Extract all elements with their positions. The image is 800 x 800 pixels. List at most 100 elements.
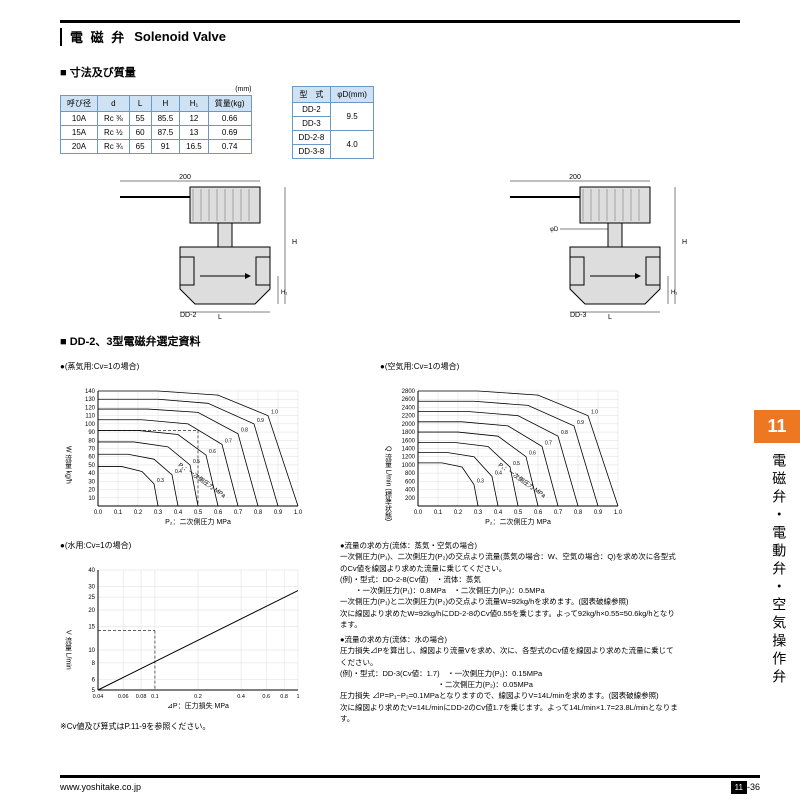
svg-text:L: L [608,314,612,319]
side-tab: 11 電磁弁・電動弁・空気操作弁 [754,410,800,697]
svg-text:2200: 2200 [402,414,416,420]
svg-text:0.6: 0.6 [534,510,543,516]
svg-text:2600: 2600 [402,397,416,403]
svg-text:600: 600 [405,479,416,485]
svg-text:140: 140 [85,389,96,395]
svg-text:70: 70 [88,447,95,453]
svg-text:H₁: H₁ [281,290,287,296]
svg-text:W 流量 kg/h: W 流量 kg/h [65,446,73,484]
svg-text:0.1: 0.1 [151,694,159,700]
svg-text:0.0: 0.0 [414,510,423,516]
svg-text:6: 6 [92,677,96,683]
svg-text:Q 流量 L/min (標準状態): Q 流量 L/min (標準状態) [385,446,393,521]
svg-text:10: 10 [88,496,95,502]
svg-text:0.9: 0.9 [594,510,603,516]
svg-text:H: H [292,239,297,246]
svg-text:0.8: 0.8 [561,430,568,436]
svg-text:0.3: 0.3 [474,510,483,516]
svg-text:2400: 2400 [402,405,416,411]
page-prefix: 11 [731,781,747,794]
table-dimensions: 呼び径dLHH₁質量(kg) 10ARc ⅜5585.5120.6615ARc … [60,95,252,154]
svg-text:0.8: 0.8 [574,510,583,516]
svg-text:100: 100 [85,422,96,428]
svg-text:120: 120 [85,405,96,411]
chart-water: 5681015202530400.040.060.080.10.20.40.60… [60,555,320,715]
svg-text:90: 90 [88,430,95,436]
cv-note: ※Cv値及び算式はP.11-9を参照ください。 [60,721,320,732]
svg-text:0.6: 0.6 [209,449,216,455]
chartA-sub: ●(蒸気用:Cv=1の場合) [60,361,350,372]
svg-text:200: 200 [179,174,191,181]
svg-text:V 流量 L/min: V 流量 L/min [65,630,73,670]
drawing-dd3: 200HH₁LDD-3φD [450,169,740,319]
svg-text:0.5: 0.5 [193,459,200,465]
header-en: Solenoid Valve [134,29,226,44]
svg-text:0.4: 0.4 [174,510,183,516]
svg-text:25: 25 [88,595,95,601]
page-header: 電 磁 弁 Solenoid Valve [60,20,740,50]
svg-text:0.4: 0.4 [495,470,502,476]
svg-text:0.6: 0.6 [529,451,536,457]
svg-text:1.0: 1.0 [614,510,623,516]
svg-text:0.8: 0.8 [254,510,263,516]
svg-text:1200: 1200 [402,455,416,461]
svg-text:0.5: 0.5 [514,510,523,516]
svg-text:DD-2: DD-2 [180,312,196,319]
svg-text:80: 80 [88,438,95,444]
svg-text:0.5: 0.5 [194,510,203,516]
svg-text:0.6: 0.6 [214,510,223,516]
svg-text:P₁：一次側圧力 MPa: P₁：一次側圧力 MPa [497,461,548,500]
svg-text:0.2: 0.2 [454,510,463,516]
section-dimensions: ■ 寸法及び質量 [60,64,740,80]
chartB-sub: ●(空気用:Cv=1の場合) [380,361,670,372]
svg-text:400: 400 [405,488,416,494]
chart-air: 2004006008001000120014001600180020002200… [380,376,640,526]
side-section-num: 11 [754,410,800,443]
svg-text:40: 40 [88,568,95,574]
svg-text:1.0: 1.0 [271,410,278,416]
chart-steam: 1020304050607080901001101201301400.00.10… [60,376,320,526]
svg-text:0.0: 0.0 [94,510,103,516]
svg-text:0.7: 0.7 [234,510,243,516]
svg-text:1600: 1600 [402,438,416,444]
svg-text:130: 130 [85,397,96,403]
dim-unit: (mm) [60,86,252,93]
svg-text:50: 50 [88,463,95,469]
svg-text:0.9: 0.9 [577,420,584,426]
svg-text:P₂：二次側圧力 MPa: P₂：二次側圧力 MPa [485,517,551,526]
svg-text:0.5: 0.5 [513,461,520,467]
svg-text:10: 10 [88,648,95,654]
svg-text:φD: φD [550,227,559,233]
svg-text:30: 30 [88,479,95,485]
svg-text:0.4: 0.4 [237,694,245,700]
svg-text:1800: 1800 [402,430,416,436]
table-model: 型 式φD(mm) DD-29.5DD-3DD-2-84.0DD-3-8 [292,86,374,159]
svg-text:1000: 1000 [402,463,416,469]
svg-text:0.2: 0.2 [194,694,202,700]
section-selection: ■ DD-2、3型電磁弁選定資料 [60,333,740,349]
svg-text:H₁: H₁ [671,290,677,296]
svg-text:0.3: 0.3 [157,478,164,484]
svg-text:20: 20 [88,608,95,614]
side-section-text: 電磁弁・電動弁・空気操作弁 [754,443,800,697]
svg-text:P₂：二次側圧力 MPa: P₂：二次側圧力 MPa [165,517,231,526]
svg-text:DD-3: DD-3 [570,312,586,319]
svg-text:0.1: 0.1 [434,510,443,516]
svg-text:0.1: 0.1 [114,510,123,516]
notes-block: ●流量の求め方(流体：蒸気・空気の場合) 一次側圧力(P₁)、二次側圧力(P₂)… [340,536,680,732]
svg-text:0.8: 0.8 [241,428,248,434]
svg-text:8: 8 [92,661,96,667]
svg-text:1: 1 [296,694,299,700]
svg-text:0.8: 0.8 [280,694,288,700]
svg-text:15: 15 [88,625,95,631]
svg-text:60: 60 [88,455,95,461]
svg-text:⊿P：圧力損失 MPa: ⊿P：圧力損失 MPa [167,701,229,710]
page-num: -36 [747,782,760,792]
svg-text:2800: 2800 [402,389,416,395]
svg-text:P₁：一次側圧力 MPa: P₁：一次側圧力 MPa [177,461,228,500]
svg-text:0.7: 0.7 [554,510,563,516]
chartC-sub: ●(水用:Cv=1の場合) [60,540,320,551]
svg-text:0.7: 0.7 [545,440,552,446]
svg-text:0.9: 0.9 [257,418,264,424]
svg-text:0.4: 0.4 [494,510,503,516]
